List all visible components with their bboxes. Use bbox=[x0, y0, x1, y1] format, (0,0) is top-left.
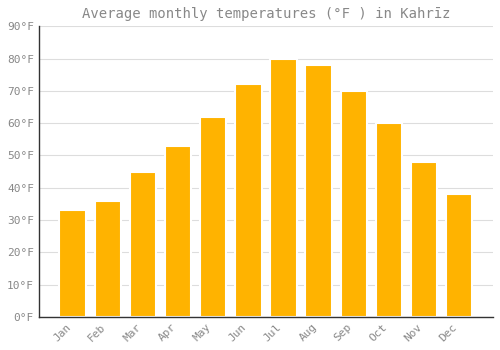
Bar bbox=[446, 194, 472, 317]
Bar bbox=[60, 210, 86, 317]
Bar bbox=[94, 201, 121, 317]
Bar bbox=[165, 146, 191, 317]
Bar bbox=[340, 91, 367, 317]
Title: Average monthly temperatures (°F ) in Kahrīz: Average monthly temperatures (°F ) in Ka… bbox=[82, 7, 450, 21]
Bar bbox=[200, 117, 226, 317]
Bar bbox=[411, 162, 438, 317]
Bar bbox=[306, 65, 332, 317]
Bar bbox=[376, 123, 402, 317]
Bar bbox=[235, 84, 262, 317]
Bar bbox=[130, 172, 156, 317]
Bar bbox=[270, 58, 296, 317]
